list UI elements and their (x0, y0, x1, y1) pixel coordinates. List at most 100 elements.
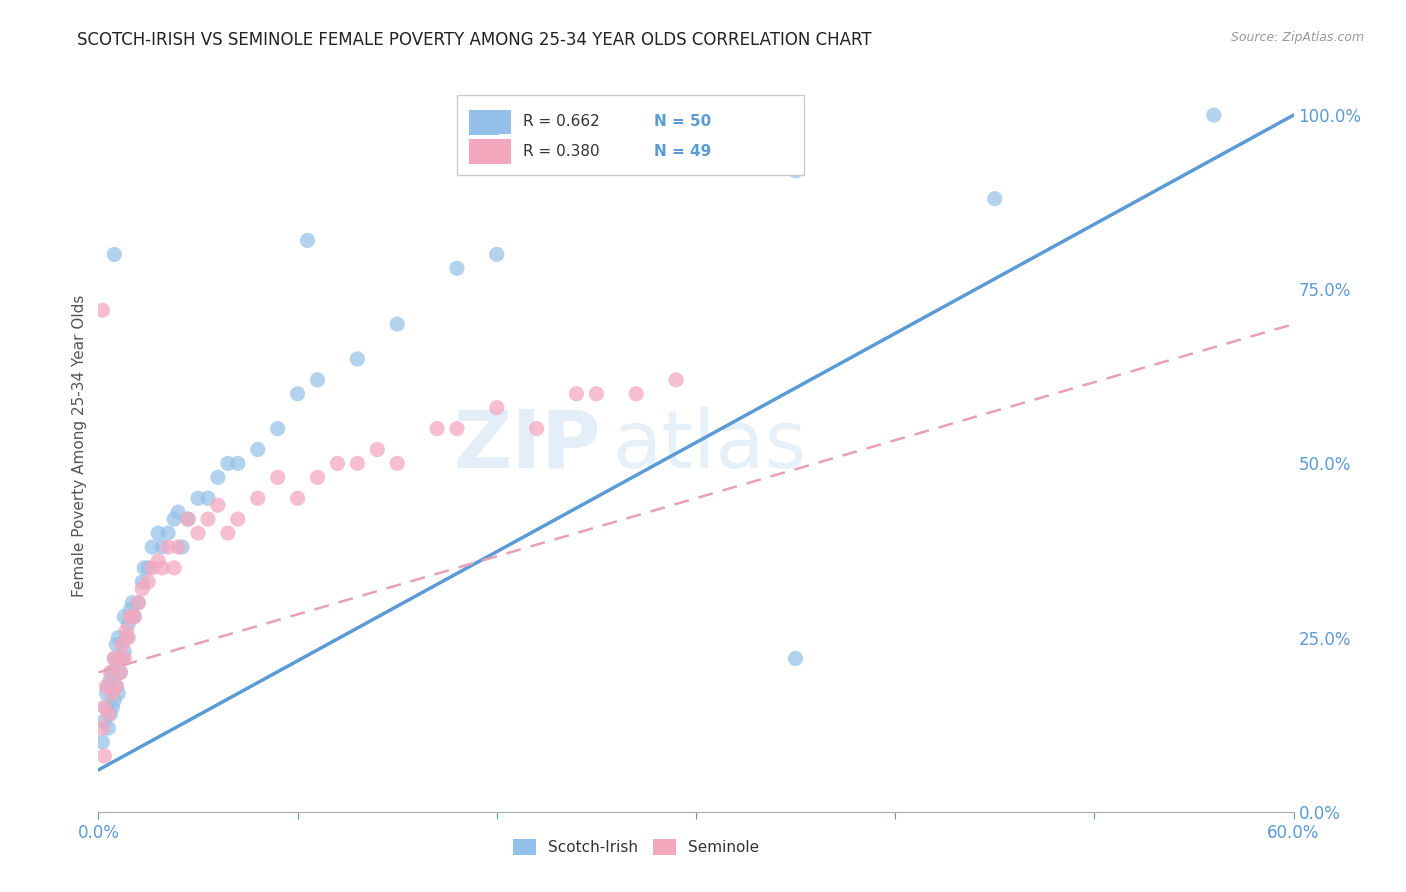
Point (131, 582, 153, 596)
Point (107, 686, 129, 700)
Point (111, 651, 134, 665)
Point (163, 512, 186, 526)
Point (97, 721, 120, 735)
FancyBboxPatch shape (475, 139, 510, 163)
Y-axis label: Female Poverty Among 25-34 Year Olds: Female Poverty Among 25-34 Year Olds (72, 295, 87, 597)
Point (207, 470, 229, 484)
Point (366, 442, 388, 457)
Point (112, 644, 135, 658)
Point (91, 735, 114, 749)
Text: Source: ZipAtlas.com: Source: ZipAtlas.com (1230, 31, 1364, 45)
Point (446, 261, 468, 276)
Point (585, 386, 607, 401)
Point (120, 603, 142, 617)
Point (177, 512, 200, 526)
Point (121, 596, 143, 610)
Point (172, 540, 194, 554)
Point (124, 609, 146, 624)
Point (127, 596, 149, 610)
Point (105, 679, 128, 693)
Point (485, 401, 508, 415)
Text: SCOTCH-IRISH VS SEMINOLE FEMALE POVERTY AMONG 25-34 YEAR OLDS CORRELATION CHART: SCOTCH-IRISH VS SEMINOLE FEMALE POVERTY … (77, 31, 872, 49)
FancyBboxPatch shape (470, 139, 499, 164)
Point (167, 505, 190, 519)
Text: N = 50: N = 50 (654, 114, 711, 129)
Point (626, 386, 648, 401)
Point (217, 526, 239, 541)
Point (107, 631, 129, 645)
Point (150, 540, 173, 554)
Point (157, 540, 180, 554)
Point (385, 457, 409, 471)
Text: ZIP: ZIP (453, 407, 600, 485)
Point (526, 421, 548, 435)
Point (187, 526, 209, 541)
Point (267, 470, 290, 484)
Point (287, 386, 309, 401)
Point (101, 665, 124, 680)
Point (127, 596, 149, 610)
Point (217, 457, 239, 471)
FancyBboxPatch shape (457, 95, 804, 176)
Point (141, 561, 163, 575)
Point (115, 631, 138, 645)
Point (197, 491, 219, 506)
Point (136, 574, 159, 589)
Point (101, 686, 124, 700)
Point (246, 442, 269, 457)
Point (307, 373, 329, 387)
Point (124, 609, 146, 624)
Point (96, 679, 118, 693)
Point (246, 491, 269, 506)
Point (93, 714, 115, 728)
Point (326, 457, 349, 471)
Point (148, 554, 170, 568)
FancyBboxPatch shape (475, 110, 510, 135)
Point (665, 373, 688, 387)
Point (91, 303, 114, 318)
Point (115, 624, 138, 638)
Point (112, 651, 135, 665)
Point (565, 386, 588, 401)
Point (346, 351, 368, 366)
Point (785, 651, 807, 665)
Point (131, 574, 153, 589)
Point (446, 421, 468, 435)
Point (103, 247, 125, 261)
Point (112, 609, 135, 624)
Point (93, 700, 115, 714)
Point (96, 700, 118, 714)
Point (1202, 108, 1225, 122)
Point (105, 638, 128, 652)
Point (197, 512, 219, 526)
Point (110, 665, 132, 680)
Point (105, 679, 128, 693)
Point (163, 561, 186, 575)
Point (91, 721, 114, 735)
Point (785, 164, 807, 178)
Point (226, 512, 249, 526)
Point (110, 665, 132, 680)
Point (120, 609, 142, 624)
Point (136, 561, 159, 575)
Point (426, 421, 449, 435)
Point (93, 749, 115, 764)
Point (148, 526, 170, 541)
Point (984, 192, 1007, 206)
Point (226, 457, 249, 471)
Point (111, 638, 134, 652)
Point (103, 651, 125, 665)
Text: atlas: atlas (613, 407, 807, 485)
Point (103, 651, 125, 665)
Point (97, 707, 120, 722)
Point (98, 707, 122, 722)
Point (297, 234, 319, 248)
Point (117, 616, 139, 631)
Point (101, 700, 124, 714)
Point (107, 651, 129, 665)
Point (117, 631, 139, 645)
Legend: Scotch-Irish, Seminole: Scotch-Irish, Seminole (513, 839, 759, 855)
Point (287, 491, 309, 506)
Text: R = 0.662: R = 0.662 (523, 114, 599, 129)
Point (307, 470, 329, 484)
